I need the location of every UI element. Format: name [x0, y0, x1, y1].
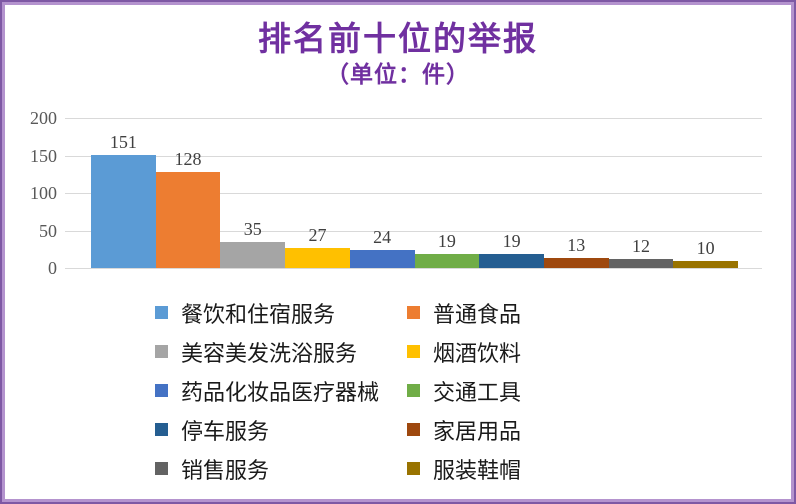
bar-group: 13	[543, 118, 609, 268]
legend-label: 交通工具	[433, 379, 522, 405]
bar-group: 27	[285, 118, 350, 268]
y-axis-tick-label: 50	[39, 220, 57, 241]
legend-swatch	[407, 306, 420, 319]
legend-item: 餐饮和住宿服务	[155, 297, 407, 328]
bar	[349, 250, 415, 268]
gridline	[65, 118, 762, 119]
bar	[91, 154, 156, 268]
legend-item: 普通食品	[407, 297, 521, 328]
legend-swatch	[407, 345, 420, 358]
legend: 餐饮和住宿服务 普通食品美容美发洗浴服务 烟酒饮料药品化妆品医疗器械 交通工具停车服务…	[155, 297, 521, 484]
y-axis-tick-label: 200	[30, 108, 57, 128]
legend-item: 家居用品	[407, 414, 521, 445]
bar	[285, 247, 350, 268]
bar-value-label: 128	[174, 149, 202, 169]
legend-item: 药品化妆品医疗器械	[155, 375, 407, 406]
legend-swatch	[407, 423, 420, 436]
y-axis-tick-label: 100	[30, 183, 57, 203]
legend-swatch	[155, 345, 168, 358]
legend-swatch	[407, 462, 420, 475]
y-axis-tick-label: 150	[30, 145, 57, 166]
bar-value-label: 19	[437, 230, 456, 251]
bar-group: 19	[414, 118, 480, 268]
legend-item: 烟酒饮料	[407, 336, 521, 367]
legend-label: 药品化妆品医疗器械	[181, 379, 380, 405]
gridline	[65, 230, 762, 232]
bar-group: 151	[91, 118, 156, 268]
chart-subtitle: （单位：件）	[326, 62, 470, 87]
bar	[543, 258, 609, 268]
gridline	[65, 155, 762, 157]
bar-value-label: 151	[109, 131, 137, 152]
legend-label: 服装鞋帽	[433, 457, 522, 483]
bar-group: 12	[608, 118, 674, 268]
legend-item: 销售服务	[155, 453, 407, 484]
legend-item: 交通工具	[407, 375, 521, 406]
bar-value-label: 35	[243, 218, 262, 239]
bar-group: 35	[220, 118, 286, 268]
bar-value-label: 27	[308, 224, 327, 245]
bar	[220, 241, 286, 268]
legend-item: 停车服务	[155, 414, 407, 445]
bar	[479, 253, 544, 268]
bar	[673, 260, 739, 268]
legend-swatch	[155, 384, 168, 397]
legend-label: 销售服务	[181, 457, 270, 483]
bar-value-label: 10	[696, 237, 715, 258]
legend-label: 普通食品	[433, 301, 522, 327]
bar-value-label: 12	[631, 236, 650, 256]
legend-item: 服装鞋帽	[407, 453, 521, 484]
legend-item: 美容美发洗浴服务	[155, 336, 407, 367]
y-axis-tick-label: 0	[48, 258, 57, 278]
legend-label: 停车服务	[181, 418, 270, 444]
plot-area: 151 128 35 27 24 19 19 13 12 10	[65, 118, 762, 269]
bar-group: 24	[349, 118, 415, 268]
bar-value-label: 24	[373, 227, 392, 247]
legend-label: 烟酒饮料	[433, 340, 522, 366]
legend-label: 餐饮和住宿服务	[181, 301, 336, 327]
legend-swatch	[155, 423, 168, 436]
bar-group: 128	[155, 118, 221, 268]
legend-label: 美容美发洗浴服务	[181, 340, 358, 366]
legend-swatch	[155, 462, 168, 475]
bar-value-label: 19	[502, 230, 521, 251]
y-axis-labels: 200 150 100 50 0	[5, 108, 57, 278]
legend-swatch	[407, 384, 420, 397]
bar-value-label: 13	[567, 235, 586, 256]
bars-container: 151 128 35 27 24 19 19 13 12 10	[91, 118, 739, 268]
gridline	[65, 268, 762, 269]
bar-group: 10	[673, 118, 739, 268]
bar	[608, 259, 674, 268]
bar	[155, 172, 221, 268]
bar-group: 19	[479, 118, 544, 268]
legend-swatch	[155, 306, 168, 319]
bar	[414, 253, 480, 268]
legend-label: 家居用品	[433, 418, 522, 444]
gridline	[65, 193, 762, 194]
chart-title: 排名前十位的举报	[258, 22, 538, 58]
